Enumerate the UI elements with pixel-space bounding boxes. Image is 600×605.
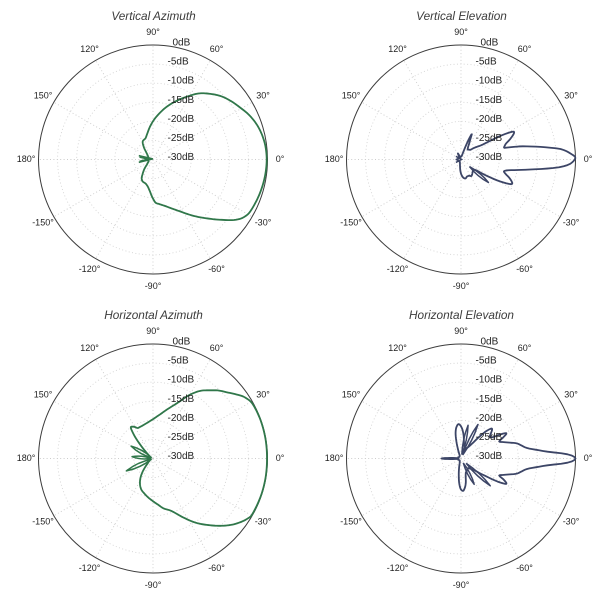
svg-text:0dB: 0dB (173, 337, 191, 348)
svg-text:-25dB: -25dB (476, 133, 503, 144)
svg-text:180°: 180° (325, 453, 344, 463)
svg-text:90°: 90° (454, 326, 468, 336)
svg-text:0dB: 0dB (173, 38, 191, 49)
svg-text:-5dB: -5dB (476, 57, 497, 68)
svg-text:-30dB: -30dB (476, 451, 503, 462)
svg-text:-5dB: -5dB (168, 57, 189, 68)
svg-text:-90°: -90° (145, 580, 162, 590)
svg-text:120°: 120° (80, 44, 99, 54)
svg-text:-20dB: -20dB (168, 413, 195, 424)
svg-text:-10dB: -10dB (168, 375, 195, 386)
svg-text:180°: 180° (17, 453, 36, 463)
svg-text:-60°: -60° (208, 264, 225, 274)
svg-text:-15dB: -15dB (476, 95, 503, 106)
svg-text:180°: 180° (17, 154, 36, 164)
svg-text:-90°: -90° (145, 281, 162, 291)
svg-text:-120°: -120° (387, 563, 409, 573)
svg-text:30°: 30° (256, 389, 270, 399)
svg-text:60°: 60° (210, 44, 224, 54)
svg-text:60°: 60° (210, 343, 224, 353)
svg-text:Vertical Azimuth: Vertical Azimuth (111, 9, 196, 23)
svg-text:90°: 90° (454, 27, 468, 37)
svg-text:-30dB: -30dB (168, 451, 195, 462)
svg-text:120°: 120° (388, 44, 407, 54)
svg-text:-30°: -30° (563, 217, 580, 227)
svg-text:-20dB: -20dB (476, 114, 503, 125)
svg-text:0°: 0° (584, 453, 593, 463)
svg-text:-25dB: -25dB (168, 133, 195, 144)
svg-text:-120°: -120° (387, 264, 409, 274)
svg-text:-120°: -120° (79, 563, 101, 573)
svg-text:150°: 150° (342, 90, 361, 100)
svg-text:-150°: -150° (340, 516, 362, 526)
svg-text:150°: 150° (342, 389, 361, 399)
svg-text:-90°: -90° (453, 580, 470, 590)
svg-text:-60°: -60° (516, 264, 533, 274)
svg-text:Vertical Elevation: Vertical Elevation (416, 9, 507, 23)
svg-text:-150°: -150° (32, 217, 54, 227)
svg-text:120°: 120° (80, 343, 99, 353)
svg-text:150°: 150° (34, 90, 53, 100)
svg-text:30°: 30° (564, 90, 578, 100)
svg-text:-20dB: -20dB (476, 413, 503, 424)
svg-text:Horizontal Azimuth: Horizontal Azimuth (104, 308, 203, 322)
svg-text:-25dB: -25dB (168, 432, 195, 443)
svg-text:90°: 90° (146, 326, 160, 336)
svg-text:180°: 180° (325, 154, 344, 164)
svg-text:-10dB: -10dB (476, 76, 503, 87)
svg-text:90°: 90° (146, 27, 160, 37)
svg-text:-60°: -60° (208, 563, 225, 573)
svg-text:-30°: -30° (255, 516, 272, 526)
svg-text:0dB: 0dB (481, 337, 499, 348)
svg-text:-150°: -150° (340, 217, 362, 227)
svg-text:0dB: 0dB (481, 38, 499, 49)
svg-text:-120°: -120° (79, 264, 101, 274)
svg-text:-90°: -90° (453, 281, 470, 291)
svg-text:-20dB: -20dB (168, 114, 195, 125)
svg-text:-5dB: -5dB (168, 356, 189, 367)
svg-text:0°: 0° (276, 453, 285, 463)
svg-text:60°: 60° (518, 343, 532, 353)
svg-text:-10dB: -10dB (168, 76, 195, 87)
svg-text:0°: 0° (276, 154, 285, 164)
svg-text:150°: 150° (34, 389, 53, 399)
svg-text:-30°: -30° (255, 217, 272, 227)
svg-text:-5dB: -5dB (476, 356, 497, 367)
svg-text:120°: 120° (388, 343, 407, 353)
svg-text:-25dB: -25dB (476, 432, 503, 443)
svg-text:-15dB: -15dB (476, 394, 503, 405)
svg-text:-10dB: -10dB (476, 375, 503, 386)
svg-text:-60°: -60° (516, 563, 533, 573)
svg-text:Horizontal Elevation: Horizontal Elevation (409, 308, 514, 322)
svg-text:0°: 0° (584, 154, 593, 164)
svg-text:-15dB: -15dB (168, 394, 195, 405)
svg-text:60°: 60° (518, 44, 532, 54)
svg-text:30°: 30° (564, 389, 578, 399)
svg-text:30°: 30° (256, 90, 270, 100)
svg-text:-30dB: -30dB (168, 152, 195, 163)
svg-text:-150°: -150° (32, 516, 54, 526)
svg-text:-30°: -30° (563, 516, 580, 526)
svg-text:-30dB: -30dB (476, 152, 503, 163)
svg-text:-15dB: -15dB (168, 95, 195, 106)
